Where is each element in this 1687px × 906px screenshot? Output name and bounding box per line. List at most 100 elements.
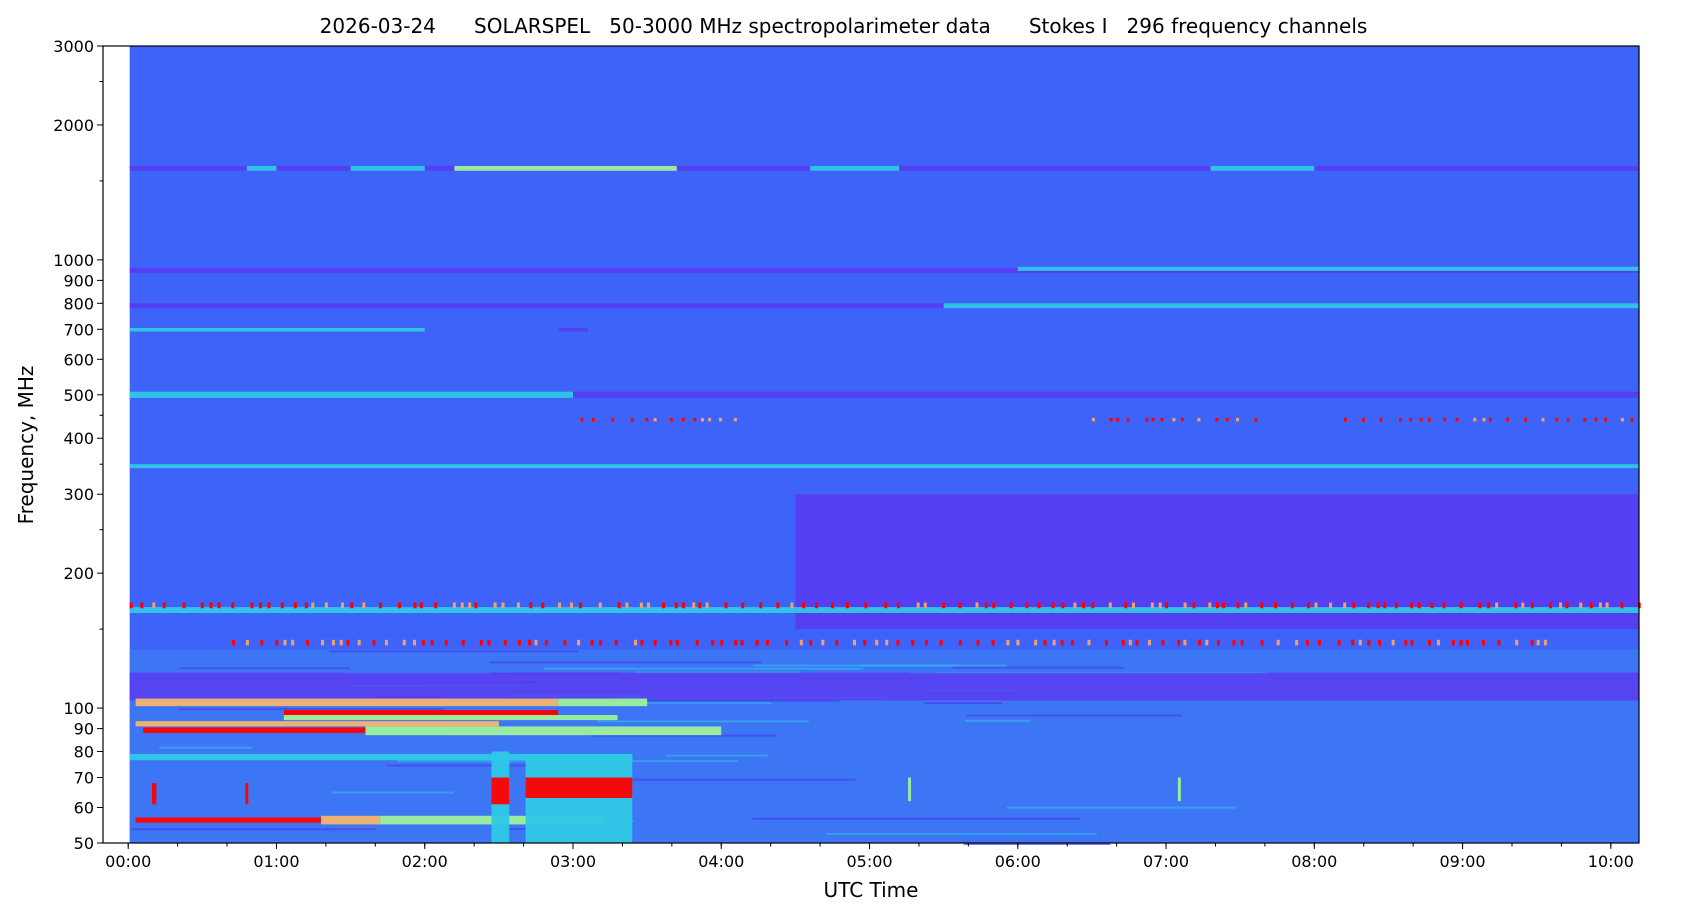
feature-band-140-red-dots-dot bbox=[331, 639, 335, 646]
feature-band-140-red-dots-dot bbox=[896, 639, 900, 646]
feature-band-95-green bbox=[283, 715, 618, 721]
feature-band-170-red-dots-dot bbox=[698, 602, 702, 609]
feature-band-440-red-dots-c-dot bbox=[1443, 417, 1447, 422]
feature-band-500-cyan bbox=[129, 391, 573, 398]
feature-band-170-red-dots-dot bbox=[1530, 602, 1534, 609]
feature-band-1600-seg-d bbox=[1210, 165, 1315, 171]
feature-band-440-red-dots-c-dot bbox=[1555, 417, 1559, 422]
feature-band-440-red-dots-c-dot bbox=[1620, 417, 1624, 422]
feature-band-140-red-dots-dot bbox=[1016, 639, 1020, 646]
feature-band-140-red-dots-dot bbox=[1276, 639, 1280, 646]
feature-burst-0048 bbox=[245, 783, 249, 805]
feature-band-170-red-dots-dot bbox=[625, 602, 629, 609]
feature-band-170-red-dots-dot bbox=[1352, 602, 1356, 609]
feature-low-band-noise-streak bbox=[488, 661, 762, 664]
feature-band-170-red-dots-dot bbox=[200, 602, 204, 609]
feature-band-56-orange bbox=[320, 815, 381, 825]
x-tick-label: 06:00 bbox=[995, 852, 1041, 871]
feature-band-170-red-dots-dot bbox=[558, 602, 562, 609]
feature-band-140-red-dots-dot bbox=[1148, 639, 1152, 646]
plot-frame bbox=[102, 45, 1640, 844]
feature-band-170-red-dots-dot bbox=[452, 602, 456, 609]
feature-low-band-noise-streak bbox=[963, 842, 1111, 845]
feature-low-band-noise-streak bbox=[179, 667, 350, 670]
feature-band-165-line bbox=[129, 607, 1639, 613]
feature-band-440-red-dots-c-dot bbox=[1594, 417, 1598, 422]
x-tick-label: 09:00 bbox=[1440, 852, 1486, 871]
feature-band-170-red-dots-dot bbox=[1009, 602, 1013, 609]
feature-purple-band-100-120 bbox=[129, 672, 1639, 701]
feature-band-140-red-dots-dot bbox=[357, 639, 361, 646]
feature-band-170-red-dots-dot bbox=[992, 602, 996, 609]
feature-band-170-red-dots-dot bbox=[1037, 602, 1041, 609]
y-tick-label: 80 bbox=[74, 743, 94, 762]
feature-band-440-red-dots-b-dot bbox=[1225, 417, 1229, 422]
feature-band-500-purple bbox=[572, 391, 1640, 398]
feature-low-band-noise-streak bbox=[572, 699, 840, 702]
feature-low-band-noise-streak bbox=[635, 671, 802, 674]
feature-band-140-red-dots-dot bbox=[669, 639, 673, 646]
feature-band-440-red-dots-b-dot bbox=[1172, 417, 1176, 422]
y-tick-label: 400 bbox=[63, 429, 94, 448]
feature-band-140-red-dots-dot bbox=[517, 639, 521, 646]
feature-band-170-red-dots-dot bbox=[1394, 602, 1398, 609]
feature-band-140-red-dots-dot bbox=[402, 639, 406, 646]
feature-band-140-red-dots-dot bbox=[430, 639, 434, 646]
feature-band-440-red-dots-a-dot bbox=[681, 417, 685, 422]
feature-band-700-purple bbox=[558, 327, 588, 332]
feature-band-170-red-dots-dot bbox=[1383, 602, 1387, 609]
y-tick-label: 90 bbox=[74, 720, 94, 739]
feature-band-170-red-dots-dot bbox=[984, 602, 988, 609]
feature-band-140-red-dots-dot bbox=[1436, 639, 1440, 646]
feature-band-140-red-dots-dot bbox=[1198, 639, 1202, 646]
x-tick-label: 01:00 bbox=[253, 852, 299, 871]
feature-band-170-red-dots-dot bbox=[324, 602, 328, 609]
y-tick-label: 2000 bbox=[53, 116, 94, 135]
feature-band-170-red-dots-dot bbox=[474, 602, 478, 609]
feature-band-440-red-dots-b-dot bbox=[1160, 417, 1164, 422]
feature-band-140-red-dots-dot bbox=[1427, 639, 1431, 646]
feature-band-140-red-dots-dot bbox=[1465, 639, 1469, 646]
y-tick-label: 300 bbox=[63, 485, 94, 504]
feature-band-440-red-dots-c-dot bbox=[1488, 417, 1492, 422]
y-tick-label: 700 bbox=[63, 320, 94, 339]
feature-low-band-noise-streak bbox=[178, 708, 444, 711]
feature-band-97-red bbox=[283, 710, 559, 717]
feature-band-170-red-dots-dot bbox=[419, 602, 423, 609]
feature-band-170-red-dots-dot bbox=[1208, 602, 1212, 609]
feature-band-440-red-dots-a-dot bbox=[669, 417, 673, 422]
feature-band-950-line bbox=[129, 267, 1639, 273]
feature-band-950-speckle bbox=[1017, 266, 1639, 271]
feature-band-170-red-dots-dot bbox=[1589, 602, 1593, 609]
feature-band-140-red-dots-dot bbox=[734, 639, 738, 646]
feature-low-band-noise-streak bbox=[924, 701, 1003, 704]
feature-band-170-red-dots-dot bbox=[1478, 602, 1482, 609]
feature-band-170-red-dots-dot bbox=[674, 602, 678, 609]
feature-band-170-red-dots-dot bbox=[923, 602, 927, 609]
feature-band-140-red-dots-dot bbox=[563, 639, 567, 646]
feature-band-440-red-dots-a-dot bbox=[708, 417, 712, 422]
feature-band-140-red-dots-dot bbox=[1070, 639, 1074, 646]
feature-band-140-red-dots-dot bbox=[740, 639, 744, 646]
feature-low-band-noise-streak bbox=[964, 719, 1032, 722]
feature-band-170-red-dots-dot bbox=[1329, 602, 1333, 609]
feature-band-140-red-dots-dot bbox=[1410, 639, 1414, 646]
feature-burst-0228 bbox=[491, 777, 510, 805]
feature-band-170-red-dots-dot bbox=[579, 602, 583, 609]
feature-band-170-red-dots-dot bbox=[1521, 602, 1525, 609]
feature-band-140-red-dots-dot bbox=[1216, 639, 1220, 646]
feature-band-440-red-dots-b-dot bbox=[1180, 417, 1184, 422]
feature-band-170-red-dots-dot bbox=[350, 602, 354, 609]
feature-band-440-red-dots-c-dot bbox=[1583, 417, 1587, 422]
y-tick-label: 60 bbox=[74, 799, 94, 818]
y-tick-label: 500 bbox=[63, 386, 94, 405]
chart-title: 2026-03-24 SOLARSPEL 50-3000 MHz spectro… bbox=[319, 14, 1368, 38]
feature-band-170-red-dots-dot bbox=[1183, 602, 1187, 609]
feature-band-170-red-dots-dot bbox=[379, 602, 383, 609]
feature-band-140-red-dots-dot bbox=[1183, 639, 1187, 646]
feature-band-440-red-dots-b-dot bbox=[1109, 417, 1113, 422]
feature-band-140-red-dots-dot bbox=[283, 639, 287, 646]
feature-band-440-red-dots-c-dot bbox=[1541, 417, 1545, 422]
feature-band-140-red-dots-dot bbox=[1260, 639, 1264, 646]
feature-band-140-red-dots-dot bbox=[1295, 639, 1299, 646]
